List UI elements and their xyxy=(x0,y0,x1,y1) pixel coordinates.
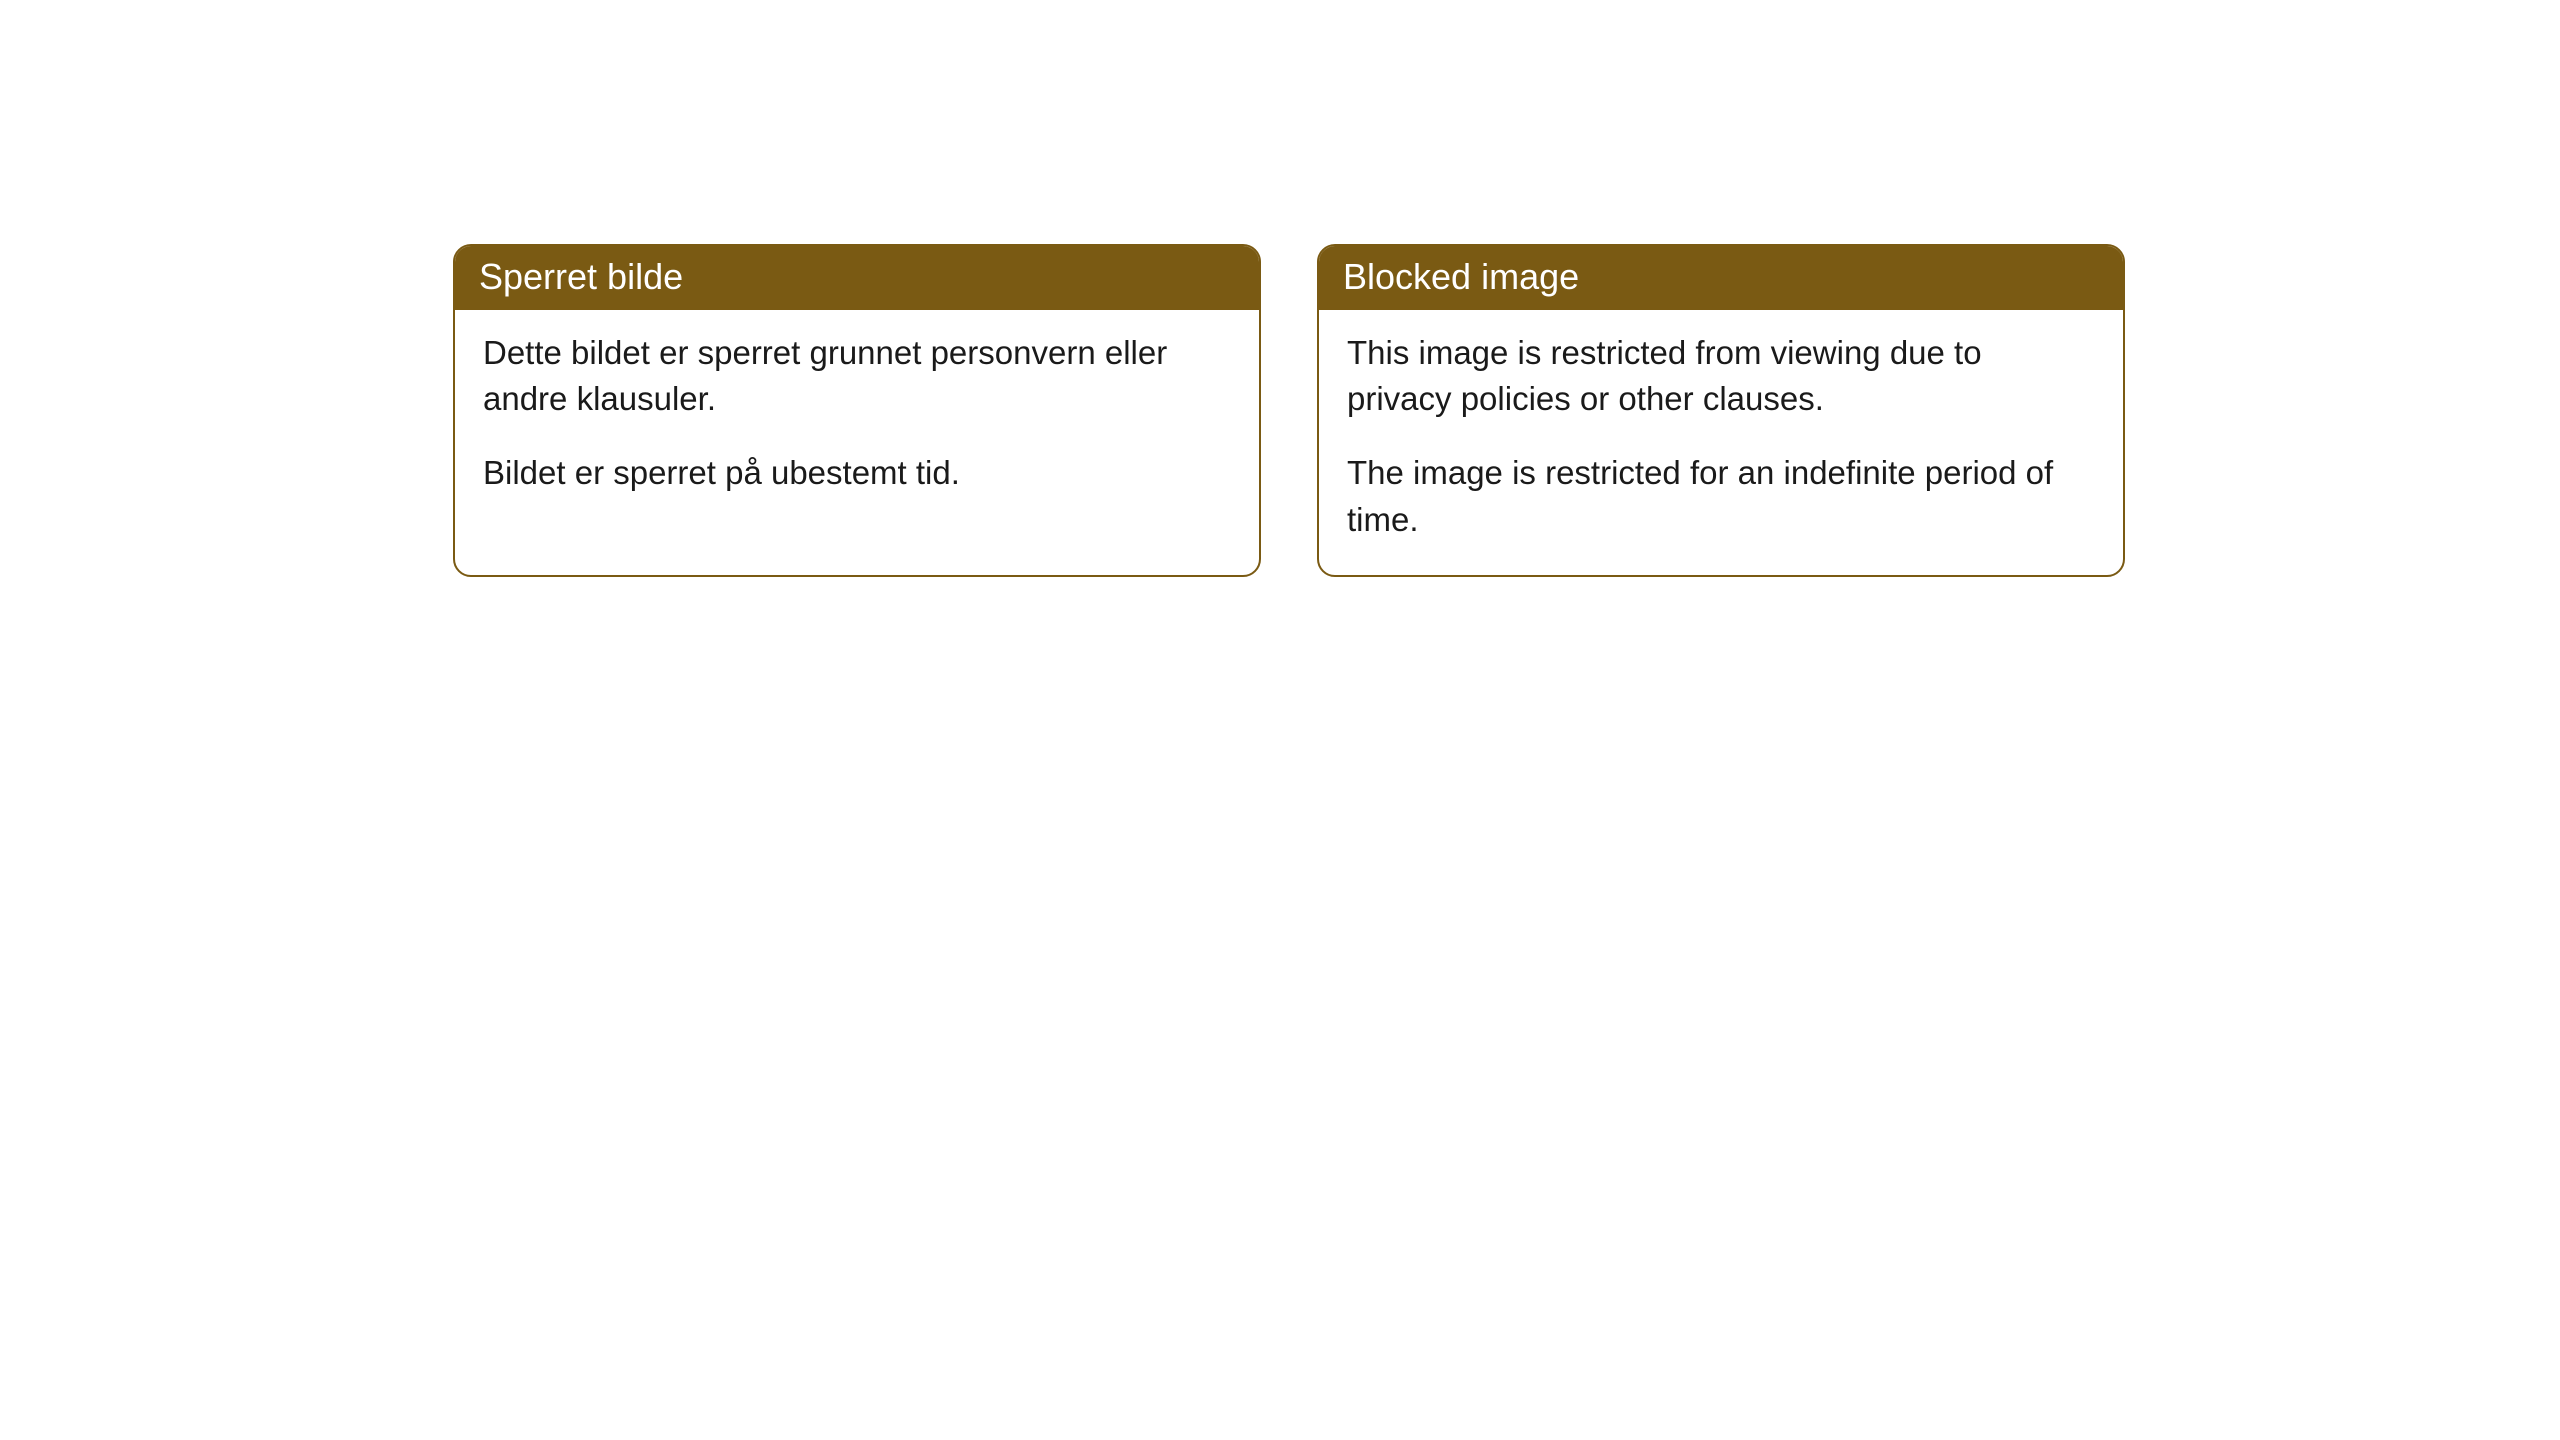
notice-paragraph-1: Dette bildet er sperret grunnet personve… xyxy=(483,330,1231,422)
notice-paragraph-1: This image is restricted from viewing du… xyxy=(1347,330,2095,422)
notice-title: Sperret bilde xyxy=(479,256,683,297)
notice-paragraph-2: The image is restricted for an indefinit… xyxy=(1347,450,2095,542)
notice-paragraph-2: Bildet er sperret på ubestemt tid. xyxy=(483,450,1231,496)
notice-card-english: Blocked image This image is restricted f… xyxy=(1317,244,2125,577)
notice-title: Blocked image xyxy=(1343,256,1579,297)
notice-card-norwegian: Sperret bilde Dette bildet er sperret gr… xyxy=(453,244,1261,577)
notice-header: Blocked image xyxy=(1319,246,2123,310)
notice-cards-container: Sperret bilde Dette bildet er sperret gr… xyxy=(453,244,2125,577)
notice-body: Dette bildet er sperret grunnet personve… xyxy=(455,310,1259,529)
notice-header: Sperret bilde xyxy=(455,246,1259,310)
notice-body: This image is restricted from viewing du… xyxy=(1319,310,2123,575)
